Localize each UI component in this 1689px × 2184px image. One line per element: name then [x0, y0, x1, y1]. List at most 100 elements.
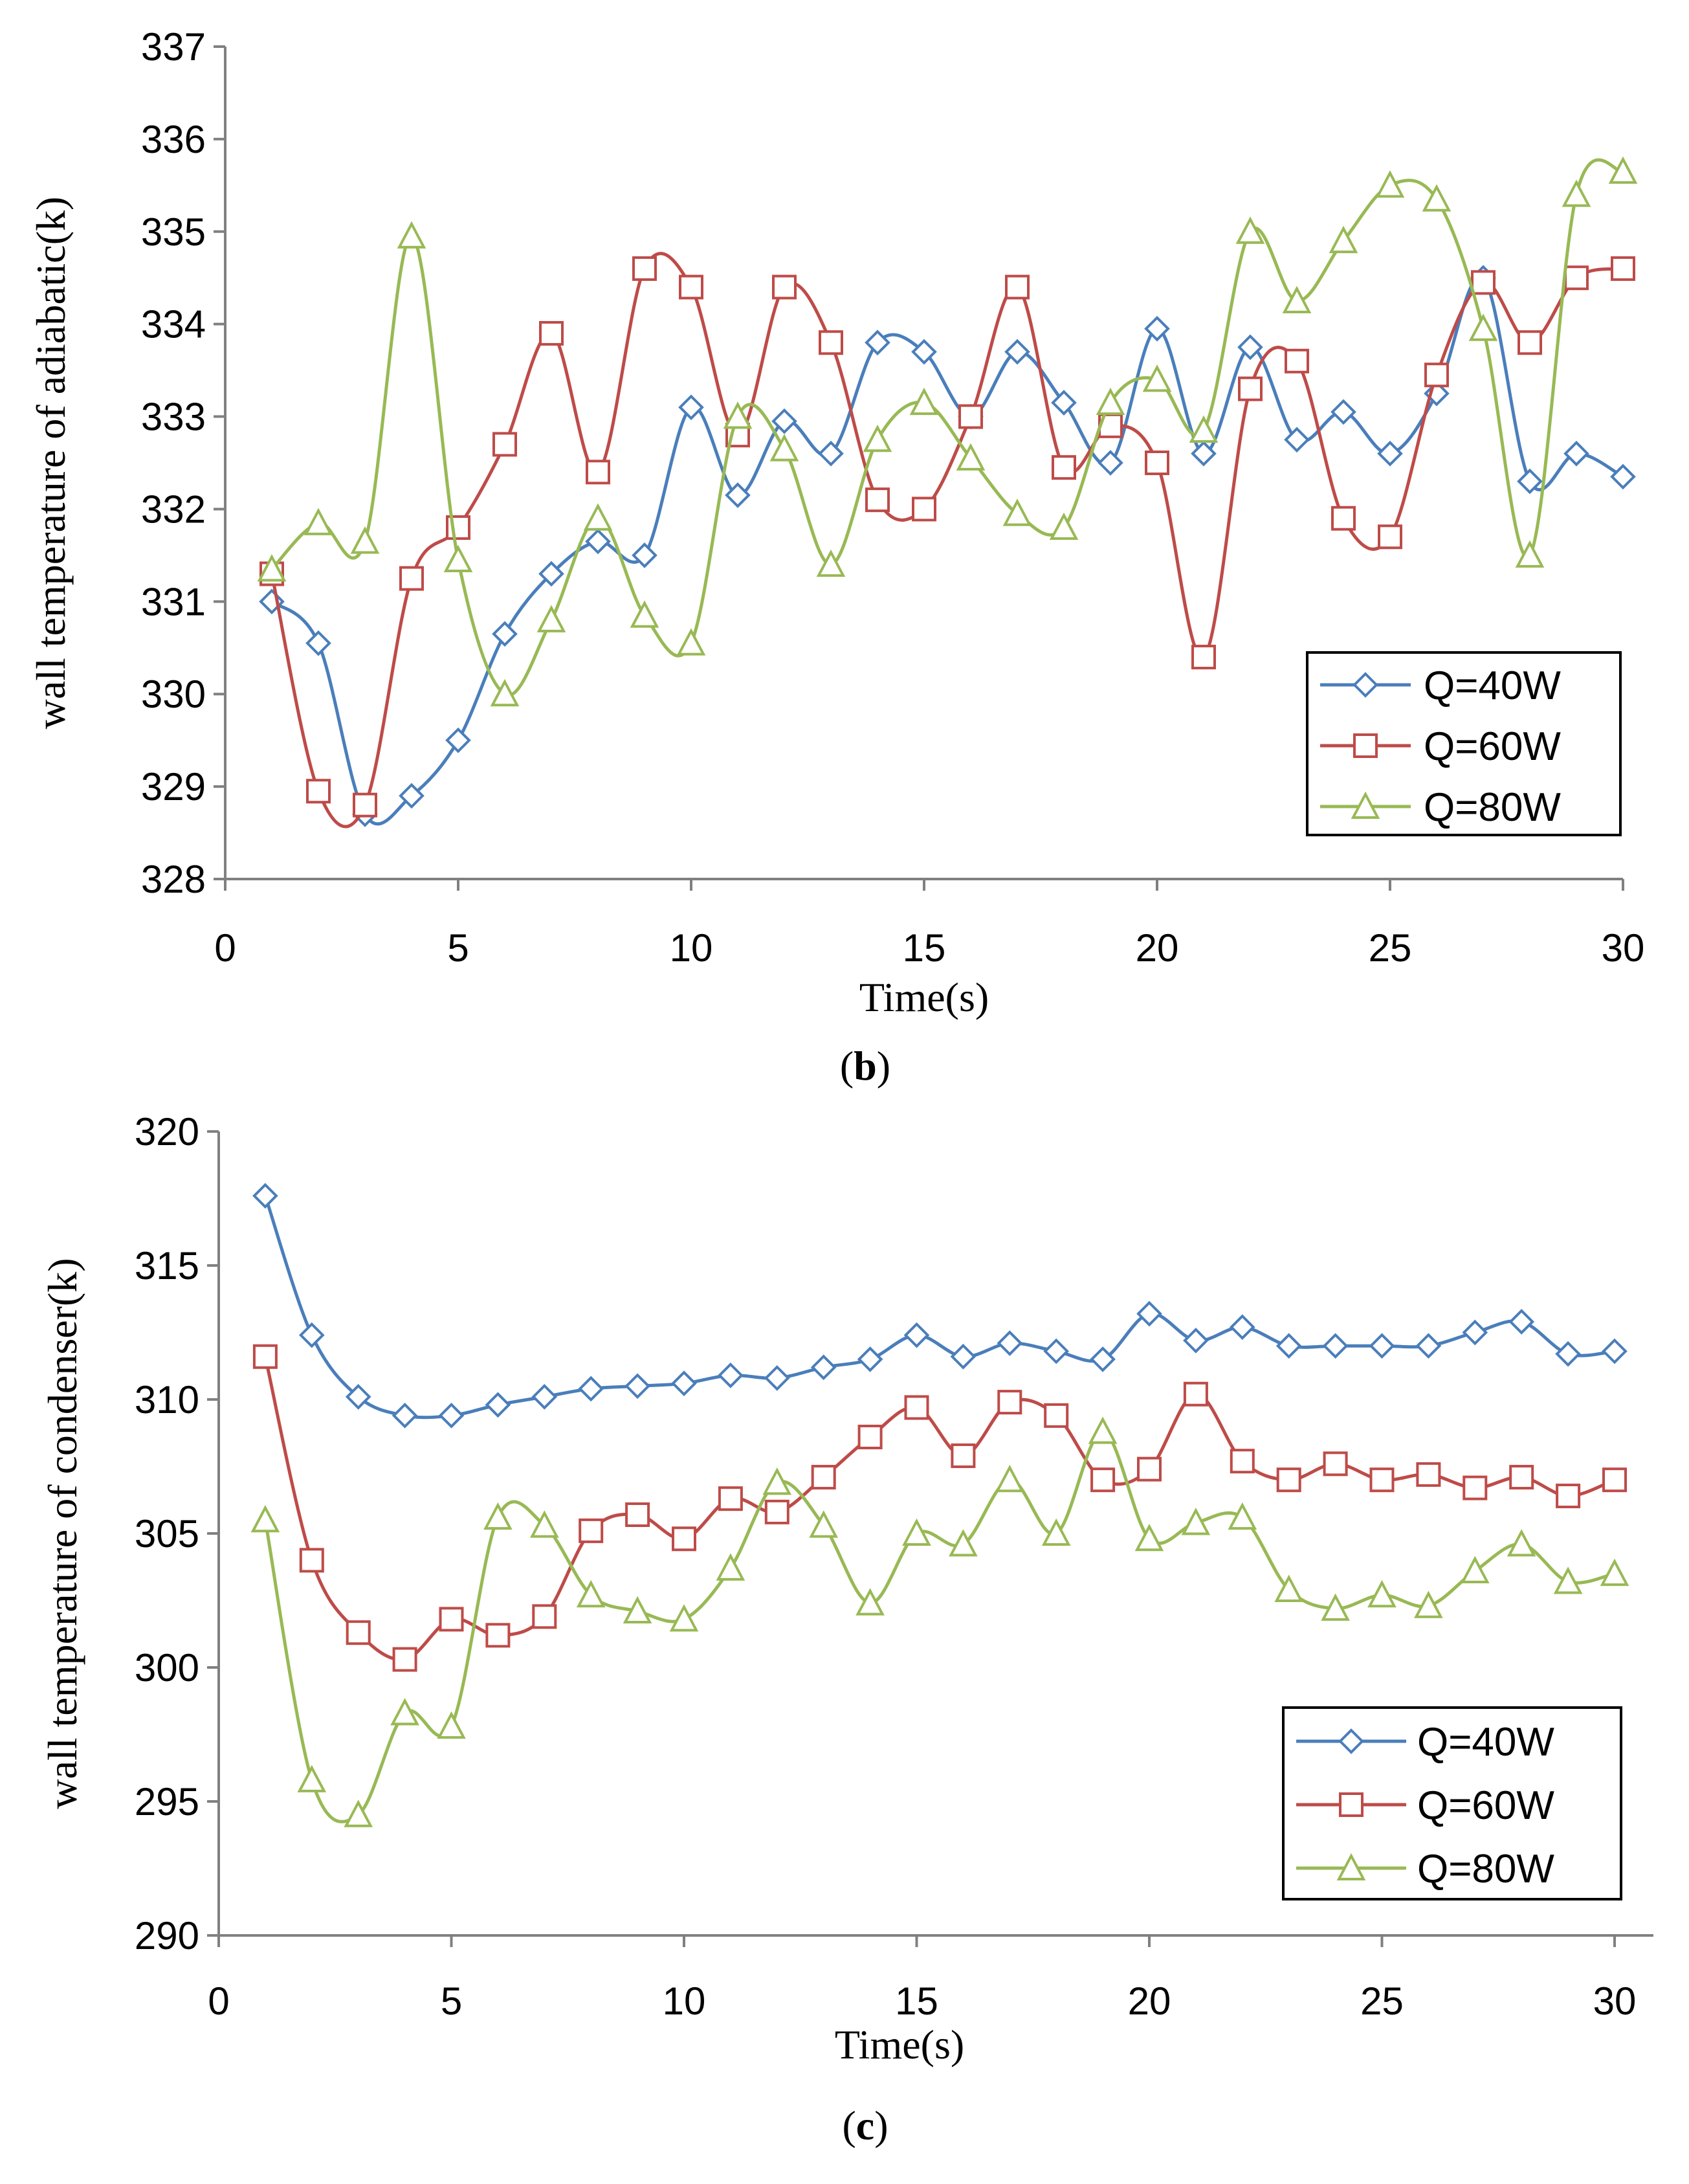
data-point: [764, 1365, 790, 1391]
data-point: [1181, 1508, 1211, 1535]
data-point: [762, 1467, 792, 1495]
data-point: [1507, 1529, 1536, 1557]
data-point: [632, 542, 657, 568]
data-point: [1285, 348, 1309, 373]
legend-entry: Q=80W: [1320, 785, 1561, 830]
x-tick-label: 25: [1369, 926, 1412, 970]
data-point: [1369, 1467, 1395, 1493]
data-point: [250, 1505, 280, 1533]
legend-label: Q=60W: [1424, 724, 1561, 769]
data-point: [297, 1765, 327, 1792]
data-point: [624, 1373, 650, 1399]
data-point: [492, 621, 518, 647]
data-point: [1052, 455, 1076, 480]
data-point: [1096, 387, 1125, 416]
y-tick-label: 331: [141, 580, 206, 623]
x-tick-label: 20: [1136, 926, 1179, 970]
series-line: [263, 1195, 1615, 1420]
data-point: [399, 566, 424, 591]
y-tick-label: 335: [141, 210, 206, 254]
data-point: [1610, 463, 1636, 490]
data-point: [1600, 1558, 1629, 1587]
legend-marker: [1353, 733, 1378, 758]
data-point: [1090, 1467, 1116, 1493]
data-point: [1377, 440, 1403, 467]
data-point: [1323, 1451, 1348, 1476]
data-point: [1611, 256, 1635, 281]
data-point: [1422, 184, 1452, 212]
x-tick-label: 20: [1128, 1979, 1171, 2023]
data-point: [353, 792, 377, 818]
data-point: [390, 1698, 419, 1726]
data-point: [678, 394, 704, 421]
panel-label: (c): [842, 2102, 888, 2148]
data-point: [1228, 1502, 1257, 1530]
legend-marker: [1339, 1792, 1363, 1817]
data-point: [816, 549, 846, 577]
data-point: [1049, 512, 1079, 540]
data-point: [1322, 1333, 1349, 1359]
data-point: [1044, 1403, 1069, 1428]
data-point: [344, 1800, 373, 1827]
y-tick-label: 336: [141, 118, 206, 161]
data-point: [443, 544, 473, 573]
y-tick-label: 332: [141, 487, 206, 531]
data-point: [623, 1596, 652, 1624]
series-q-60w: [252, 1344, 1627, 1672]
x-ticks: 0 5 10 15 20 25 30: [208, 1935, 1636, 2023]
data-point: [1134, 1523, 1164, 1552]
data-point: [1137, 1456, 1162, 1482]
data-point: [583, 503, 613, 531]
data-point: [1090, 1346, 1116, 1372]
data-point: [1424, 362, 1449, 388]
data-point: [1136, 1300, 1162, 1327]
x-tick-label: 5: [441, 1979, 462, 2023]
data-point: [1145, 451, 1169, 475]
data-point: [912, 496, 936, 522]
data-point: [1276, 1467, 1301, 1493]
legend-entry: Q=40W: [1296, 1720, 1554, 1765]
data-point: [949, 1529, 978, 1557]
chart-panel-b: 328 329 330 331 332 333 334 335 336 337 0 5 10 15 20 2…: [28, 25, 1644, 1089]
data-point: [810, 1354, 837, 1381]
legend: Q=40W Q=60W Q=80W: [1306, 651, 1622, 836]
data-point: [1041, 1518, 1071, 1546]
series-q-60w: [259, 252, 1635, 829]
data-point: [585, 528, 611, 555]
data-point: [903, 1322, 930, 1348]
x-axis-label: Time(s): [859, 974, 989, 1020]
data-point: [1602, 1338, 1628, 1365]
series-layer: [250, 1183, 1629, 1827]
data-point: [951, 1443, 976, 1468]
y-axis-label: wall temperature of adiabatic(k): [28, 197, 74, 730]
data-point: [1191, 645, 1216, 670]
data-point: [492, 432, 517, 457]
data-point: [1230, 1449, 1255, 1474]
data-point: [579, 1518, 604, 1543]
data-point: [532, 1604, 557, 1629]
data-point: [1183, 1381, 1208, 1407]
data-point: [997, 1330, 1023, 1356]
data-point: [679, 274, 703, 300]
data-point: [723, 401, 753, 429]
data-point: [437, 1711, 466, 1739]
data-point: [769, 434, 799, 462]
data-point: [1515, 540, 1545, 568]
data-point: [865, 329, 890, 356]
data-point: [1375, 170, 1405, 198]
data-point: [1183, 1328, 1209, 1354]
x-tick-label: 0: [214, 926, 236, 970]
series-line: [263, 1356, 1615, 1662]
data-point: [485, 1392, 511, 1418]
y-tick-label: 329: [141, 765, 206, 808]
data-point: [1189, 415, 1219, 443]
y-ticks: 290 295 300 305 310 315 320: [135, 1110, 219, 1957]
data-point: [997, 1390, 1022, 1415]
data-point: [578, 1376, 604, 1402]
data-point: [1284, 427, 1310, 453]
y-ticks: 328 329 330 331 332 333 334 335 336 337: [141, 25, 225, 901]
data-point: [904, 1395, 929, 1420]
data-point: [1235, 216, 1265, 244]
data-point: [1508, 1309, 1535, 1335]
data-point: [1005, 274, 1030, 300]
